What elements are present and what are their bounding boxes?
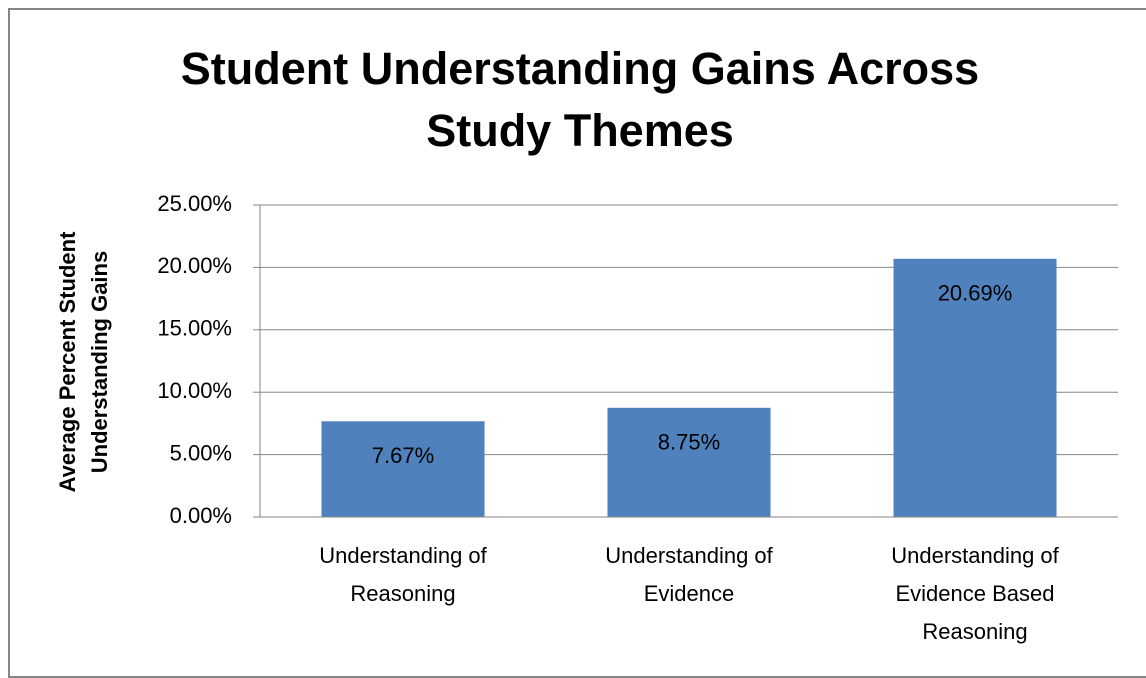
y-tick-label: 20.00% (157, 253, 232, 278)
x-tick-label: Understanding of Evidence (605, 543, 773, 606)
data-label: 20.69% (938, 281, 1013, 306)
y-tick-label: 10.00% (157, 378, 232, 403)
y-tick-label: 5.00% (170, 440, 232, 465)
data-label: 8.75% (658, 430, 720, 455)
bar (893, 258, 1057, 517)
chart-title: Student Understanding Gains Across Study… (180, 43, 980, 156)
x-tick-label: Understanding of Reasoning (319, 543, 487, 606)
bar (321, 421, 485, 517)
y-tick-label: 15.00% (157, 316, 232, 341)
x-tick-label: Understanding of Evidence Based Reasonin… (891, 543, 1059, 644)
y-tick-label: 0.00% (170, 503, 232, 528)
data-label: 7.67% (372, 443, 434, 468)
bar (607, 407, 771, 517)
y-tick-label: 25.00% (157, 191, 232, 216)
